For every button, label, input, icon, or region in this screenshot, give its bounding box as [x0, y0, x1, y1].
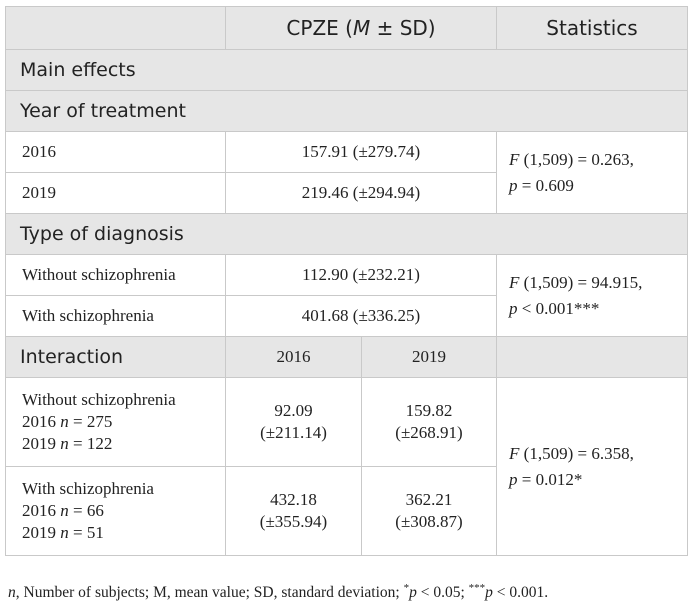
value-2016: 432.18 (±355.94) [225, 466, 362, 556]
header-cpze: CPZE (M ± SD) [224, 6, 498, 50]
header-statistics: Statistics [496, 6, 689, 50]
row-label: With schizophrenia [5, 295, 226, 337]
section-interaction: Interaction 2016 2019 [5, 336, 689, 378]
table-row: With schizophrenia 2016 n = 66 2019 n = 51… [5, 466, 688, 556]
statistic-cell: F (1,509) = 6.358, p = 0.012* [496, 377, 689, 556]
table-row: With schizophrenia 401.68 (±336.25) [5, 295, 688, 337]
row-value: 401.68 (±336.25) [224, 295, 498, 337]
section-label: Main effects [4, 49, 689, 91]
table-row: 2016 157.91 (±279.74) F (1,509) = 0.263,… [5, 131, 689, 214]
section-empty-cell [496, 336, 689, 378]
table-footnote: n, Number of subjects; M, mean value; SD… [8, 582, 549, 602]
section-main-effects: Main effects [4, 49, 689, 91]
table-row: Without schizophrenia 112.90 (±232.21) F… [5, 254, 689, 337]
value-2019: 159.82 (±268.91) [360, 377, 498, 467]
row-label: 2019 [5, 172, 226, 214]
statistic-cell: F (1,509) = 94.915, p < 0.001*** [496, 254, 689, 337]
section-year-of-treatment: Year of treatment [4, 90, 689, 132]
interaction-col-2016: 2016 [225, 336, 362, 378]
section-label: Type of diagnosis [4, 213, 689, 255]
table-row: Without schizophrenia 2016 n = 275 2019 n … [5, 377, 689, 556]
header-empty-cell [5, 6, 226, 50]
row-label: Without schizophrenia [5, 254, 226, 296]
section-label: Year of treatment [4, 90, 689, 132]
statistic-cell: F (1,509) = 0.263, p = 0.609 [496, 131, 689, 214]
row-label: With schizophrenia 2016 n = 66 2019 n = 51 [5, 466, 226, 556]
section-type-of-diagnosis: Type of diagnosis [4, 213, 689, 255]
results-table: CPZE (M ± SD) Statistics Main effects Ye… [4, 6, 689, 556]
row-value: 112.90 (±232.21) [224, 254, 498, 296]
value-2019: 362.21 (±308.87) [360, 466, 498, 556]
row-value: 157.91 (±279.74) [224, 131, 498, 173]
row-label: Without schizophrenia 2016 n = 275 2019 n … [5, 377, 226, 467]
table-header-row: CPZE (M ± SD) Statistics [5, 6, 689, 50]
section-label: Interaction [5, 336, 226, 378]
row-value: 219.46 (±294.94) [224, 172, 498, 214]
results-table-container: CPZE (M ± SD) Statistics Main effects Ye… [4, 6, 689, 556]
interaction-col-2019: 2019 [360, 336, 498, 378]
row-label: 2016 [5, 131, 226, 173]
table-row: 2019 219.46 (±294.94) [5, 172, 688, 214]
value-2016: 92.09 (±211.14) [225, 377, 362, 467]
